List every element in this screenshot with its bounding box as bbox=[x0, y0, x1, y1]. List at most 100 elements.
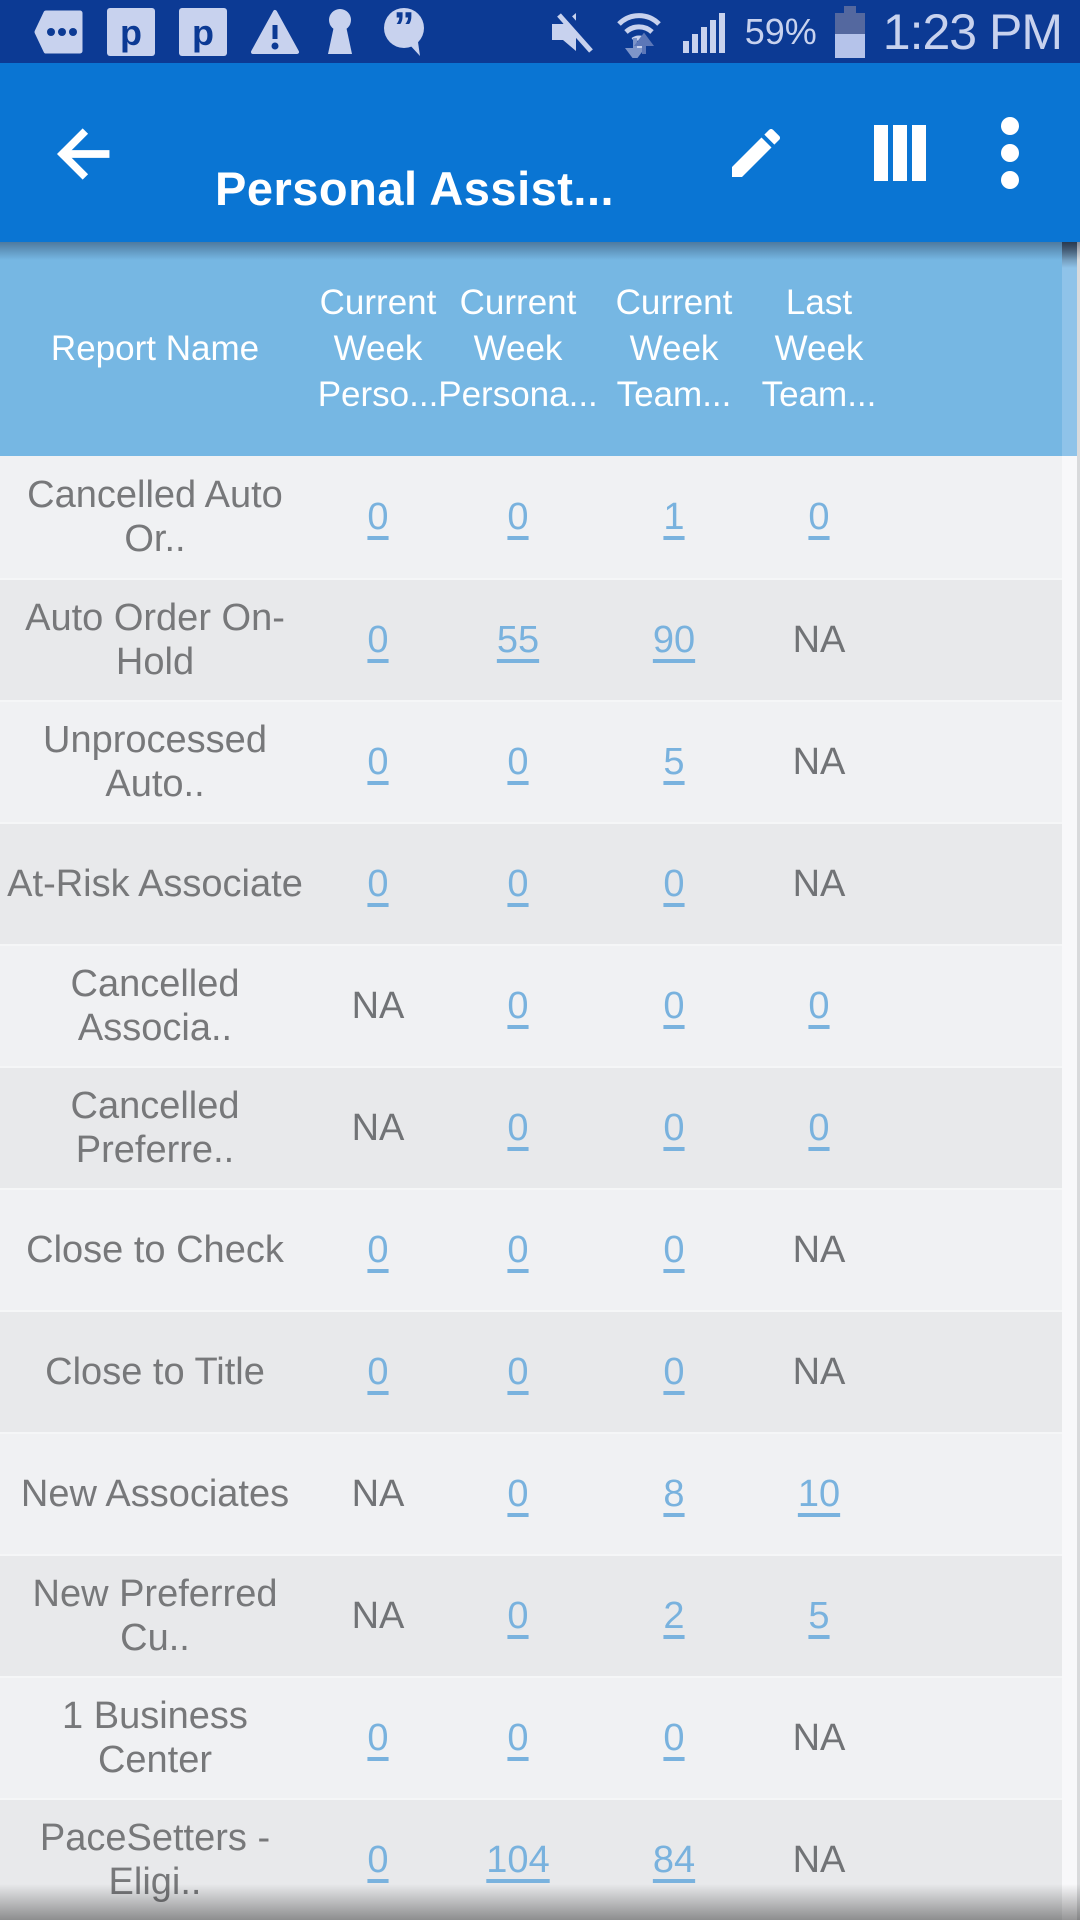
report-count-link[interactable]: 0 bbox=[808, 1106, 830, 1149]
report-count-link[interactable]: 0 bbox=[663, 1350, 685, 1393]
report-count-link[interactable]: 55 bbox=[496, 618, 540, 661]
back-arrow-icon[interactable] bbox=[46, 119, 116, 189]
report-name-label: Close to Title bbox=[45, 1351, 265, 1393]
quote-bubble-icon: ” bbox=[384, 7, 424, 56]
report-count-link[interactable]: 0 bbox=[507, 862, 529, 905]
report-count-link[interactable]: 0 bbox=[663, 1228, 685, 1271]
report-count-link[interactable]: 0 bbox=[507, 740, 529, 783]
report-count-link[interactable]: 0 bbox=[367, 1228, 389, 1271]
report-count-link[interactable]: 0 bbox=[663, 1716, 685, 1759]
bottom-fade bbox=[0, 1884, 1080, 1920]
report-count-link[interactable]: 1 bbox=[663, 495, 685, 538]
report-count-link[interactable]: 84 bbox=[652, 1838, 696, 1881]
report-count-link[interactable]: 2 bbox=[663, 1594, 685, 1637]
table-row[interactable]: Cancelled Preferre.. NA 0 0 0 bbox=[0, 1066, 1062, 1188]
report-name-cell: 1 Business Center bbox=[0, 1694, 310, 1782]
report-count-link[interactable]: 0 bbox=[367, 1838, 389, 1881]
table-row[interactable]: Close to Check 0 0 0 NA bbox=[0, 1188, 1062, 1310]
column-header-last_week_team[interactable]: Last Week Team... bbox=[758, 280, 880, 418]
report-count-link[interactable]: 0 bbox=[507, 1350, 529, 1393]
table-row[interactable]: Unprocessed Auto.. 0 0 5 NA bbox=[0, 700, 1062, 822]
column-header-current_week_personal_b[interactable]: Current Week Persona... bbox=[438, 280, 598, 418]
view-columns-button[interactable] bbox=[874, 123, 928, 183]
report-count-link[interactable]: 0 bbox=[507, 984, 529, 1027]
edit-button[interactable] bbox=[724, 121, 788, 185]
value-cell: 0 bbox=[310, 496, 446, 539]
value-cell: 0 bbox=[590, 985, 758, 1028]
value-cell: 0 bbox=[310, 741, 446, 784]
value-cell: 8 bbox=[590, 1473, 758, 1516]
report-count-link[interactable]: 5 bbox=[663, 740, 685, 783]
report-count-link[interactable]: 10 bbox=[797, 1472, 841, 1515]
report-name-cell: New Associates bbox=[0, 1472, 310, 1516]
column-header-line: Perso... bbox=[317, 375, 439, 414]
report-count-link[interactable]: 0 bbox=[367, 740, 389, 783]
report-count-link[interactable]: 0 bbox=[507, 1228, 529, 1271]
table-row[interactable]: PaceSetters - Eligi.. 0 104 84 NA bbox=[0, 1798, 1062, 1920]
column-header-current_week_personal_a[interactable]: Current Week Perso... bbox=[310, 280, 446, 418]
table-row[interactable]: Close to Title 0 0 0 NA bbox=[0, 1310, 1062, 1432]
table-body: Cancelled Auto Or.. 0 0 1 0 Auto Order On-Hol… bbox=[0, 456, 1062, 1920]
report-count-link[interactable]: 0 bbox=[808, 984, 830, 1027]
value-cell: 0 bbox=[758, 496, 880, 539]
report-name-label: PaceSetters - Eligi.. bbox=[39, 1817, 271, 1903]
report-count-link[interactable]: 8 bbox=[663, 1472, 685, 1515]
report-count-link[interactable]: 0 bbox=[507, 1106, 529, 1149]
column-header-report_name[interactable]: Report Name bbox=[0, 326, 310, 372]
report-name-label: Auto Order On-Hold bbox=[25, 597, 285, 683]
report-name-cell: Close to Check bbox=[0, 1228, 310, 1272]
value-cell: 10 bbox=[758, 1473, 880, 1516]
battery-icon bbox=[834, 5, 865, 58]
scrolled-column-peek-header bbox=[1062, 242, 1077, 456]
column-header-line: Report Name bbox=[50, 329, 260, 368]
table-row[interactable]: 1 Business Center 0 0 0 NA bbox=[0, 1676, 1062, 1798]
report-count-link[interactable]: 104 bbox=[486, 1838, 550, 1881]
app-bar: Personal Assist... bbox=[0, 63, 1080, 242]
report-count-link[interactable]: 0 bbox=[367, 862, 389, 905]
report-name-label: Close to Check bbox=[26, 1229, 284, 1271]
value-cell: 0 bbox=[310, 1351, 446, 1394]
report-count-link[interactable]: 0 bbox=[507, 495, 529, 538]
report-name-cell: At-Risk Associate bbox=[0, 862, 310, 906]
value-cell: 0 bbox=[590, 1229, 758, 1272]
value-cell: 0 bbox=[590, 863, 758, 906]
value-cell: 0 bbox=[446, 741, 590, 784]
report-count-link[interactable]: 0 bbox=[507, 1716, 529, 1759]
column-header-line: Team... bbox=[616, 375, 732, 414]
value-cell: 104 bbox=[446, 1839, 590, 1882]
signal-bars-icon bbox=[682, 12, 725, 53]
overflow-menu-button[interactable] bbox=[1000, 116, 1020, 190]
column-header-current_week_team[interactable]: Current Week Team... bbox=[590, 280, 758, 418]
report-count-link[interactable]: 0 bbox=[367, 1350, 389, 1393]
report-count-link[interactable]: 0 bbox=[367, 495, 389, 538]
report-count-link[interactable]: 0 bbox=[808, 495, 830, 538]
table-row[interactable]: New Associates NA 0 8 10 bbox=[0, 1432, 1062, 1554]
report-count-na: NA bbox=[792, 740, 846, 783]
report-count-link[interactable]: 0 bbox=[663, 1106, 685, 1149]
report-count-link[interactable]: 0 bbox=[663, 862, 685, 905]
value-cell: NA bbox=[758, 1229, 880, 1272]
report-count-link[interactable]: 0 bbox=[367, 618, 389, 661]
scrolled-column-peek[interactable] bbox=[1062, 242, 1080, 1920]
report-name-label: Cancelled Auto Or.. bbox=[27, 474, 283, 560]
report-count-link[interactable]: 0 bbox=[507, 1472, 529, 1515]
report-name-label: Cancelled Preferre.. bbox=[70, 1085, 240, 1171]
value-cell: 5 bbox=[590, 741, 758, 784]
report-count-link[interactable]: 5 bbox=[808, 1594, 830, 1637]
value-cell: NA bbox=[758, 1839, 880, 1882]
report-count-na: NA bbox=[792, 1716, 846, 1759]
report-count-link[interactable]: 0 bbox=[367, 1716, 389, 1759]
table-row[interactable]: Cancelled Auto Or.. 0 0 1 0 bbox=[0, 456, 1062, 578]
report-count-link[interactable]: 0 bbox=[507, 1594, 529, 1637]
warning-icon bbox=[251, 9, 299, 54]
table-row[interactable]: At-Risk Associate 0 0 0 NA bbox=[0, 822, 1062, 944]
table-row[interactable]: New Preferred Cu.. NA 0 2 5 bbox=[0, 1554, 1062, 1676]
report-count-link[interactable]: 90 bbox=[652, 618, 696, 661]
table-row[interactable]: Auto Order On-Hold 0 55 90 NA bbox=[0, 578, 1062, 700]
value-cell: 0 bbox=[590, 1107, 758, 1150]
report-count-link[interactable]: 0 bbox=[663, 984, 685, 1027]
table-row[interactable]: Cancelled Associa.. NA 0 0 0 bbox=[0, 944, 1062, 1066]
report-count-na: NA bbox=[792, 618, 846, 661]
value-cell: 0 bbox=[446, 1595, 590, 1638]
svg-text:p: p bbox=[120, 12, 142, 53]
